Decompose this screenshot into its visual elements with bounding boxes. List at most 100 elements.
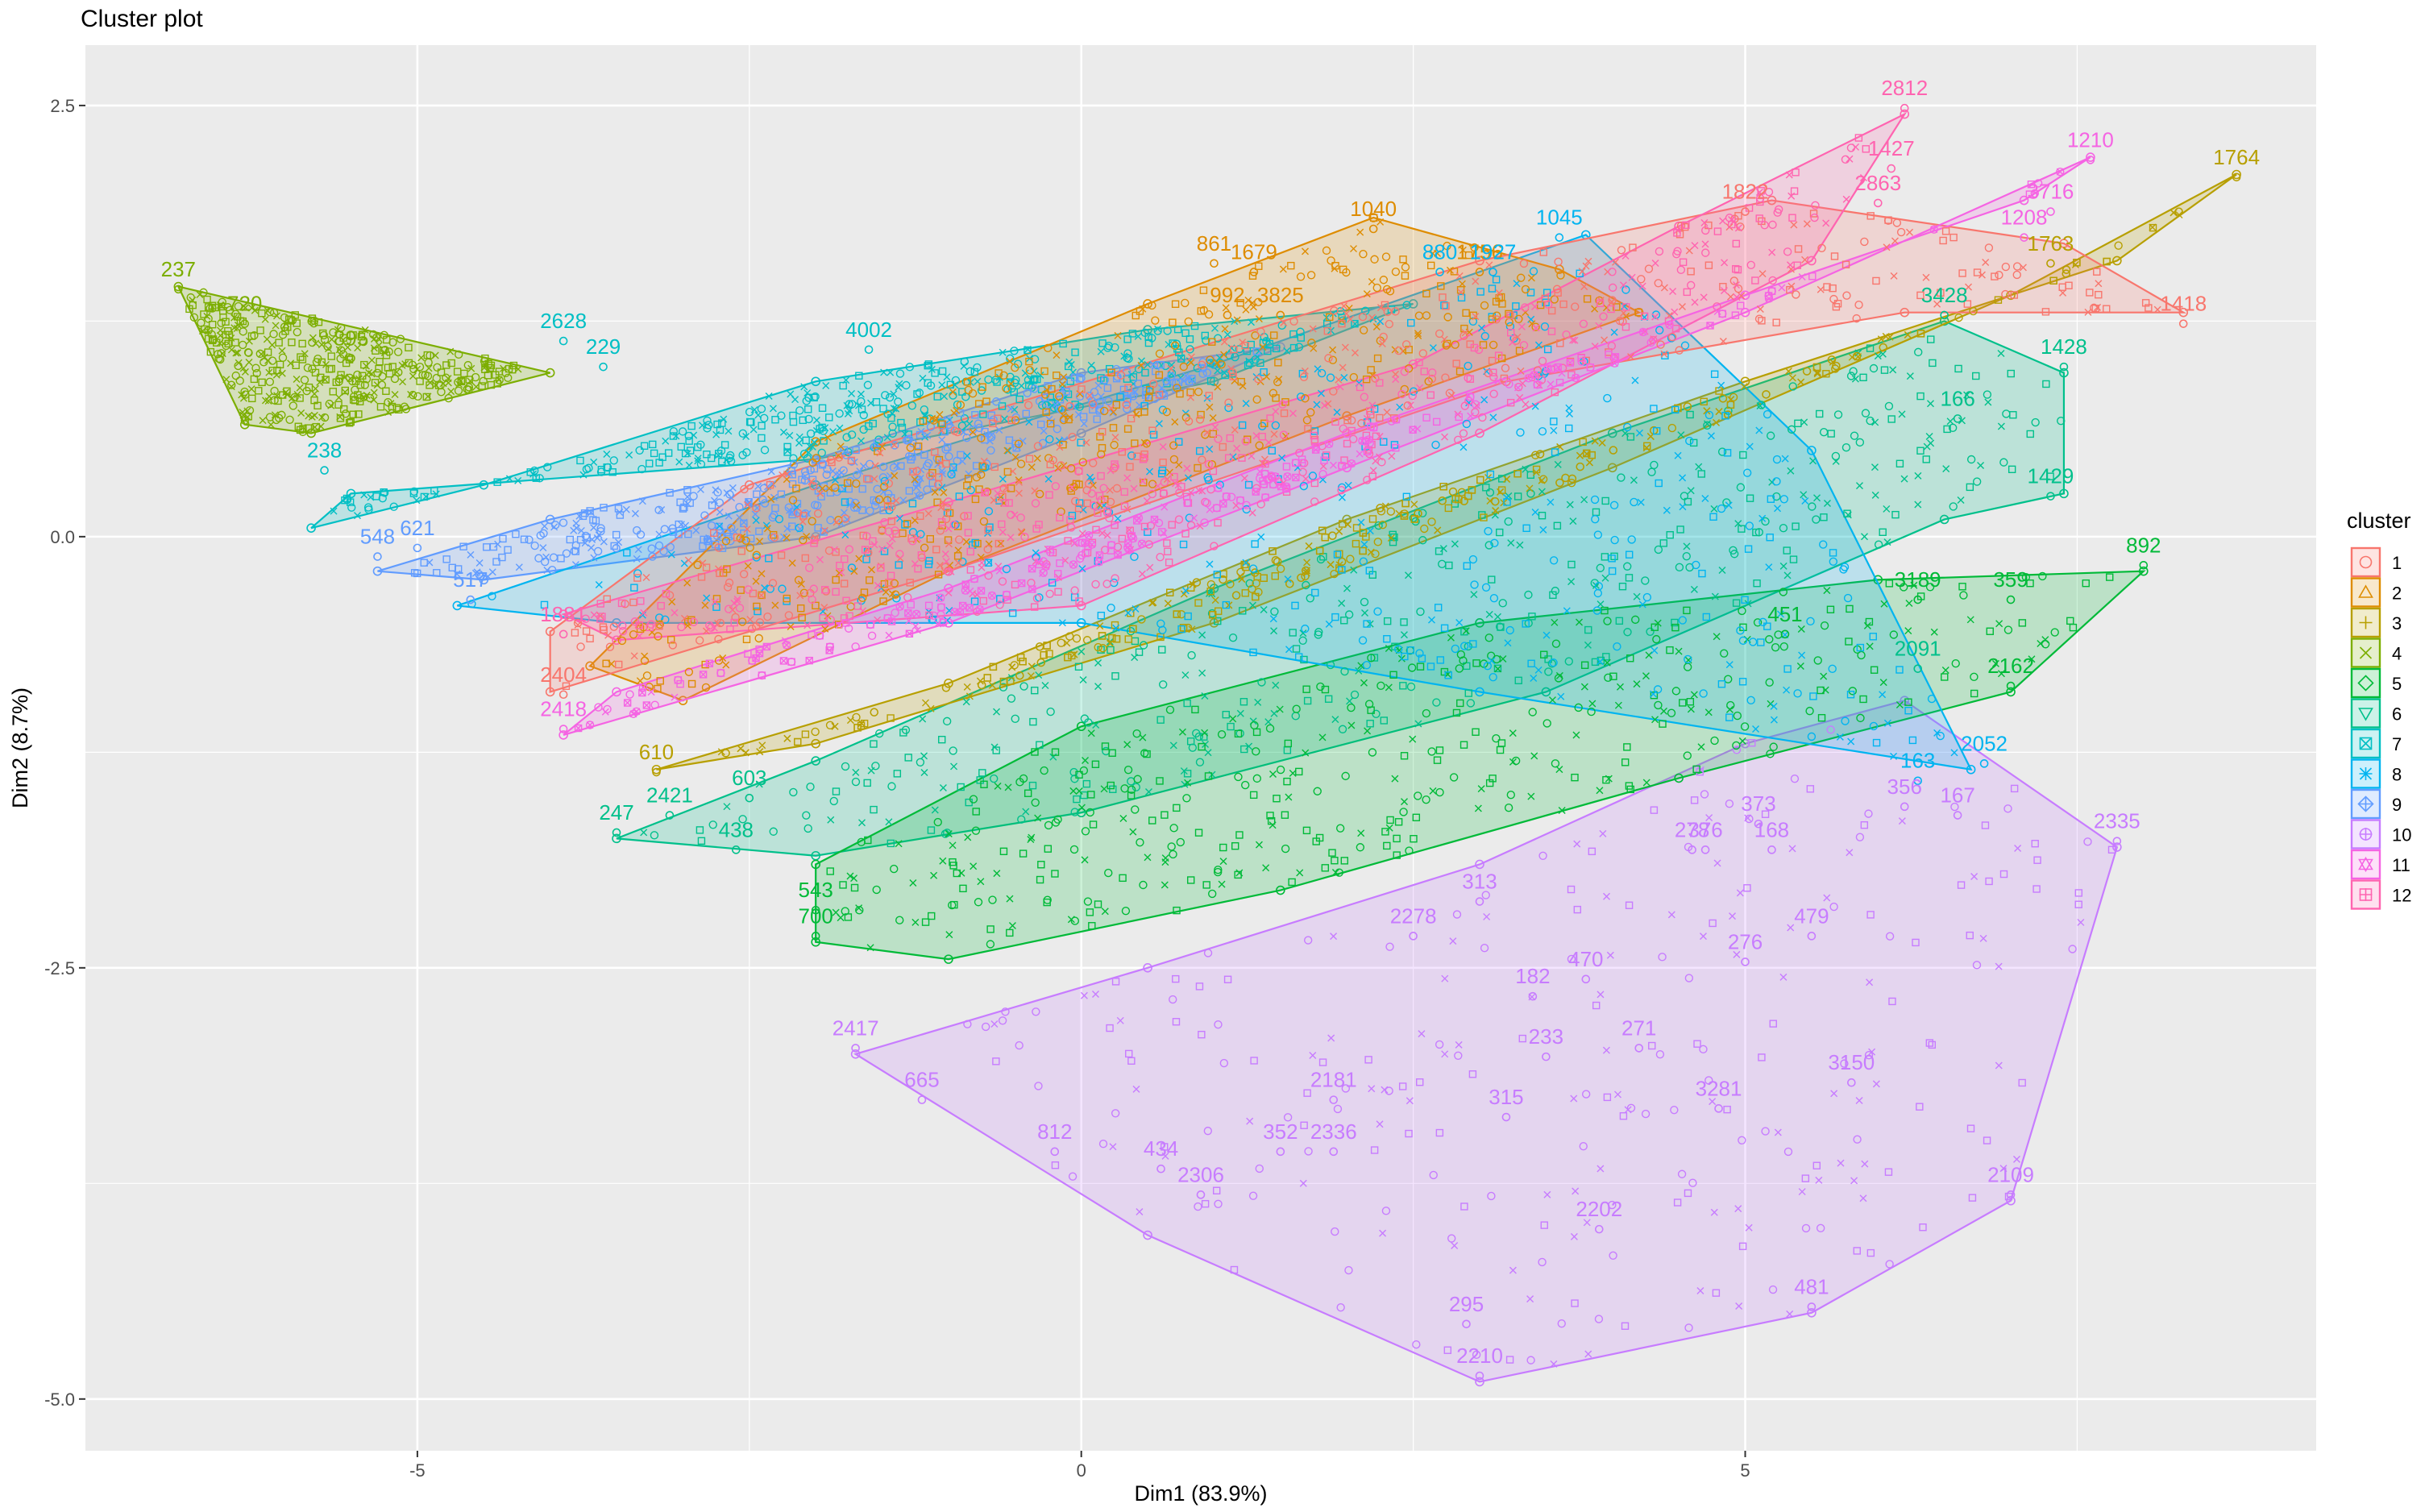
- point: [405, 343, 413, 351]
- hull-vertex: [545, 626, 555, 637]
- point: [2018, 619, 2027, 627]
- point: [239, 394, 247, 402]
- point: [263, 335, 271, 343]
- point: [1303, 1089, 1311, 1097]
- point: [921, 918, 930, 926]
- point: [2038, 571, 2047, 581]
- point: [355, 410, 363, 418]
- point: [1641, 576, 1650, 585]
- point: [454, 386, 463, 395]
- point: [308, 364, 317, 373]
- point: [992, 1057, 1000, 1065]
- point: [1330, 933, 1338, 941]
- point: [1794, 419, 1802, 428]
- hull-vertex: [2112, 255, 2122, 266]
- hull-vertex: [1900, 307, 1910, 318]
- point: [1569, 517, 1577, 525]
- point: [1309, 1051, 1317, 1059]
- point: [216, 331, 224, 339]
- point: [221, 337, 230, 346]
- hull-vertex: [1276, 342, 1285, 352]
- point: [1997, 422, 2005, 430]
- point: [1997, 349, 2005, 357]
- point: [1864, 809, 1873, 818]
- point: [258, 378, 266, 387]
- hull-vertex: [1143, 299, 1152, 309]
- hull-vertex: [612, 635, 621, 646]
- point: [1343, 584, 1351, 592]
- point: [227, 383, 235, 391]
- point: [2077, 918, 2085, 926]
- point: [327, 364, 335, 373]
- point: [1522, 465, 1530, 473]
- point: [1800, 491, 1808, 499]
- hull-vertex: [1966, 764, 1976, 775]
- point: [1985, 877, 1993, 886]
- point: [1887, 415, 1895, 423]
- point: [1098, 1140, 1108, 1149]
- point: [1604, 673, 1613, 683]
- point: [1203, 949, 1213, 957]
- point: [1070, 808, 1079, 816]
- point: [1619, 1111, 1628, 1120]
- point: [189, 301, 197, 309]
- point: [2004, 1192, 2013, 1201]
- point: [1383, 617, 1392, 625]
- point: [1468, 1070, 1477, 1078]
- point: [1626, 433, 1635, 441]
- point: [1346, 697, 1354, 705]
- hull-vertex: [1076, 428, 1086, 438]
- point: [388, 402, 397, 411]
- point: [269, 308, 279, 318]
- hull-vertex: [1143, 1230, 1152, 1240]
- point: [851, 777, 861, 787]
- point: [1995, 962, 2003, 970]
- point: [1302, 580, 1310, 590]
- point: [479, 376, 488, 386]
- point: [216, 326, 224, 334]
- point: [1769, 1020, 1777, 1028]
- point: [297, 353, 305, 361]
- point: [1250, 1057, 1258, 1065]
- point: [255, 387, 263, 395]
- point: [1172, 974, 1180, 983]
- point: [1710, 1208, 1718, 1216]
- point: [244, 348, 253, 357]
- point: [415, 363, 425, 372]
- cluster-hull-4: [176, 285, 550, 434]
- point: [351, 385, 359, 394]
- point-label: 359: [1993, 567, 2028, 592]
- point: [1757, 401, 1766, 409]
- point: [1567, 954, 1576, 964]
- hull-vertex: [745, 480, 754, 490]
- point: [339, 334, 347, 342]
- point: [1783, 1147, 1793, 1157]
- point: [1405, 1129, 1413, 1138]
- point: [241, 304, 249, 312]
- point: [1355, 667, 1363, 675]
- point: [365, 393, 375, 403]
- point-label: 2404: [540, 663, 587, 687]
- point: [1699, 1045, 1708, 1054]
- point: [1949, 502, 1958, 511]
- point: [1340, 617, 1348, 625]
- point: [1999, 1165, 2008, 1173]
- point: [1091, 990, 1099, 998]
- point: [1400, 618, 1408, 626]
- point: [1132, 1085, 1140, 1093]
- point: [1374, 521, 1383, 530]
- point: [278, 353, 288, 363]
- point: [1623, 628, 1632, 637]
- point: [1891, 510, 1900, 519]
- point: [409, 372, 417, 380]
- point: [916, 758, 925, 767]
- point: [1788, 845, 1796, 853]
- point: [1766, 431, 1775, 440]
- point: [993, 708, 1001, 716]
- point: [272, 322, 280, 330]
- point: [1942, 465, 1950, 473]
- point: [392, 404, 401, 412]
- point: [208, 336, 217, 345]
- point: [304, 424, 313, 432]
- hull-vertex: [2006, 290, 2016, 301]
